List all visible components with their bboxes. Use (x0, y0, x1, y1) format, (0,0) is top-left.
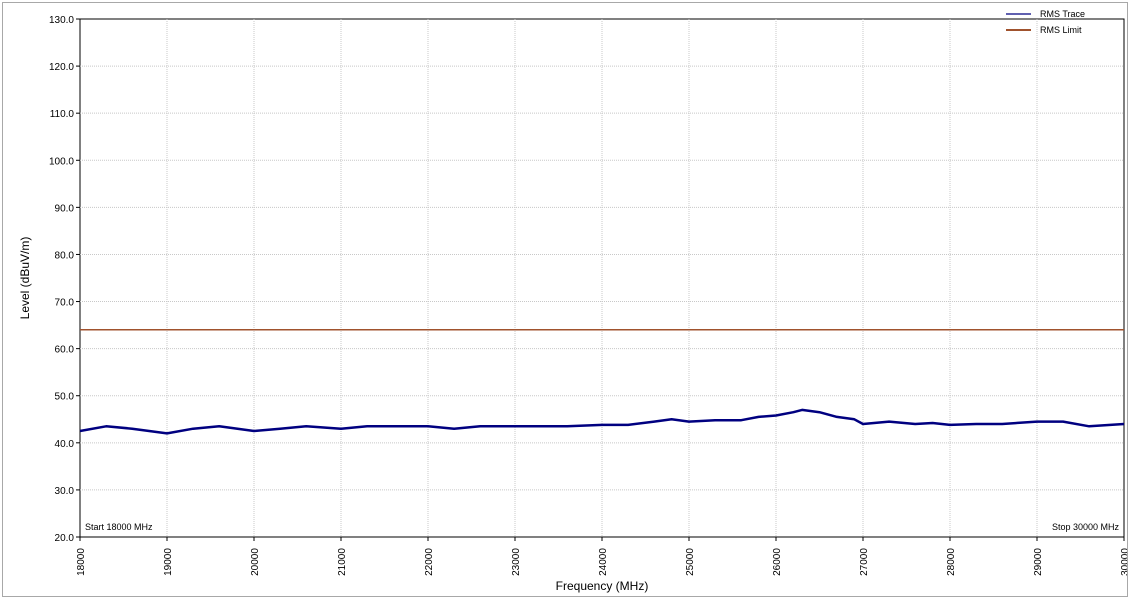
x-axis-ticks: 18000 19000 20000 21000 22000 23000 24000 25000… (76, 537, 1127, 576)
grid (80, 19, 1124, 537)
y-tick-label: 70.0 (55, 298, 75, 309)
y-tick-label: 100.0 (49, 156, 74, 167)
x-axis-title: Frequency (MHz) (556, 579, 649, 593)
x-tick-label: 18000 (76, 548, 87, 576)
x-tick-label: 24000 (598, 548, 609, 576)
y-axis-ticks: 20.0 30.0 40.0 50.0 60.0 70.0 80.0 90.0 100.0 110… (49, 15, 80, 544)
x-tick-label: 28000 (946, 548, 957, 576)
legend-label: RMS Trace (1040, 9, 1085, 19)
x-tick-label: 19000 (163, 548, 174, 576)
x-tick-label: 25000 (685, 548, 696, 576)
y-tick-label: 30.0 (55, 486, 75, 497)
y-tick-label: 80.0 (55, 250, 75, 261)
spectrum-chart: 18000 19000 20000 21000 22000 23000 24000 25000… (18, 9, 1127, 593)
x-tick-label: 26000 (772, 548, 783, 576)
x-tick-label: 20000 (250, 548, 261, 576)
y-tick-label: 90.0 (55, 203, 75, 214)
x-tick-label: 30000 (1120, 548, 1127, 576)
series-group (79, 329, 1125, 435)
y-tick-label: 50.0 (55, 392, 75, 403)
y-tick-label: 20.0 (55, 533, 75, 544)
x-tick-label: 21000 (337, 548, 348, 576)
y-tick-label: 110.0 (50, 109, 75, 120)
series-line-rms-trace (79, 408, 1125, 435)
y-tick-label: 60.0 (55, 345, 75, 356)
legend: RMS Trace RMS Limit (1006, 9, 1085, 35)
y-tick-label: 120.0 (49, 62, 74, 73)
stop-frequency-label: Stop 30000 MHz (1052, 522, 1120, 532)
x-tick-label: 23000 (511, 548, 522, 576)
y-tick-label: 40.0 (55, 439, 75, 450)
start-frequency-label: Start 18000 MHz (85, 522, 153, 532)
legend-label: RMS Limit (1040, 25, 1082, 35)
x-tick-label: 29000 (1033, 548, 1044, 576)
y-axis-title: Level (dBuV/m) (18, 237, 32, 320)
x-tick-label: 27000 (859, 548, 870, 576)
y-tick-label: 130.0 (49, 15, 74, 26)
x-tick-label: 22000 (424, 548, 435, 576)
